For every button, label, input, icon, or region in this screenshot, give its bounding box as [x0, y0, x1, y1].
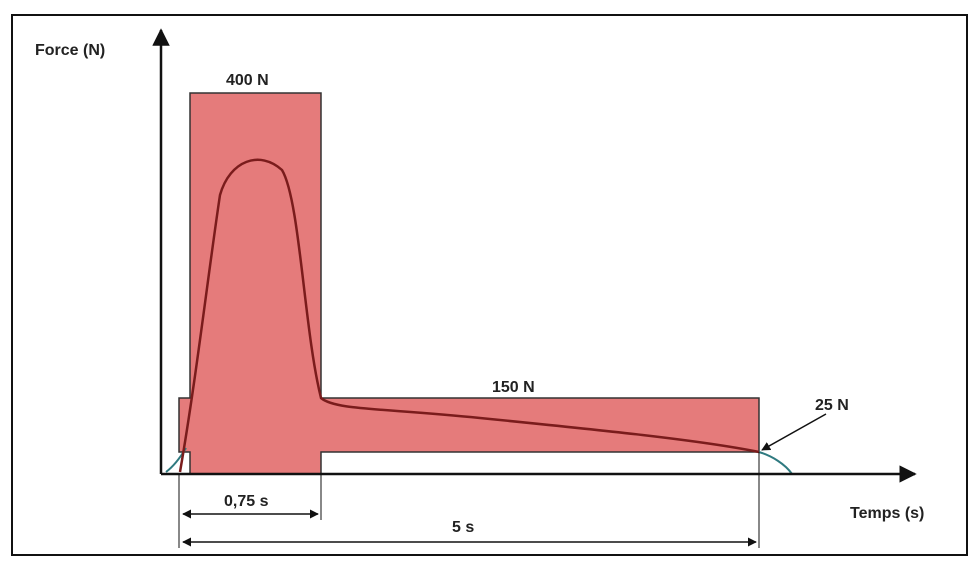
- tail-curve-end: [758, 451, 793, 475]
- y-axis-label: Force (N): [35, 42, 105, 59]
- outer-border: [11, 14, 968, 556]
- x-axis-label: Temps (s): [850, 505, 924, 522]
- peak-force-label: 400 N: [226, 72, 269, 89]
- short-duration-label: 0,75 s: [224, 493, 269, 510]
- hold-force-label: 150 N: [492, 379, 535, 396]
- final-force-label: 25 N: [815, 397, 849, 414]
- force-curve: [178, 158, 760, 473]
- final-force-leader: [761, 413, 827, 451]
- total-duration-label: 5 s: [452, 519, 474, 536]
